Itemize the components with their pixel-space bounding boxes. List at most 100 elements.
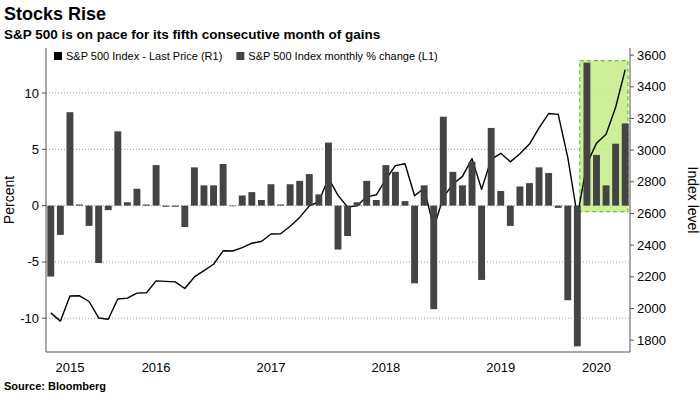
bar <box>306 174 313 206</box>
bar <box>325 143 332 206</box>
y2-tick <box>630 181 634 182</box>
y2-tick-label: 3400 <box>637 79 666 94</box>
x-tick-label: 2020 <box>582 360 611 375</box>
grid-line <box>46 318 630 319</box>
y2-tick-label: 3600 <box>637 48 666 63</box>
bar <box>335 206 342 250</box>
bar <box>421 185 428 205</box>
y2-tick-label: 3000 <box>637 143 666 158</box>
bar <box>526 183 533 206</box>
bar <box>363 181 370 206</box>
y-tick <box>42 149 46 150</box>
bar <box>440 117 447 206</box>
chart: Stocks Rise S&P 500 is on pace for its fi… <box>0 0 700 394</box>
bar <box>105 206 112 211</box>
y2-tick <box>630 55 634 56</box>
legend-label: S&P 500 Index monthly % change (L1) <box>248 50 437 62</box>
y2-tick <box>630 118 634 119</box>
x-tick-label: 2015 <box>55 360 84 375</box>
bar <box>488 128 495 206</box>
bar <box>114 131 121 205</box>
legend-swatch <box>236 52 244 60</box>
bar <box>134 189 141 206</box>
y2-axis-title: Index level <box>685 167 700 234</box>
y-axis <box>46 48 47 352</box>
bar <box>593 155 600 206</box>
bar <box>268 184 275 205</box>
y2-axis <box>630 48 631 352</box>
grid-line <box>46 261 630 262</box>
y-tick-label: 0 <box>32 198 39 213</box>
y-axis-title: Percent <box>1 176 17 224</box>
y2-tick <box>630 245 634 246</box>
subtitle: S&P 500 is on pace for its fifth consecu… <box>4 27 380 42</box>
bar <box>574 206 581 347</box>
bar <box>248 192 255 206</box>
y2-tick <box>630 150 634 151</box>
bar <box>124 202 131 205</box>
bar <box>296 181 303 206</box>
bar <box>411 206 418 284</box>
line <box>51 70 625 321</box>
bar <box>459 185 466 205</box>
y-tick-label: 5 <box>32 142 39 157</box>
y2-tick-label: 2800 <box>637 174 666 189</box>
bar <box>622 123 629 205</box>
bar <box>66 112 73 205</box>
source: Source: Bloomberg <box>4 380 106 392</box>
bar <box>344 206 351 236</box>
bar <box>392 172 399 206</box>
bar <box>86 206 93 226</box>
y2-tick <box>630 308 634 309</box>
bar <box>373 200 380 206</box>
plot-marks <box>47 63 628 347</box>
bar <box>469 162 476 206</box>
y2-tick-label: 3200 <box>637 111 666 126</box>
legend-label: S&P 500 Index - Last Price (R1) <box>66 50 222 62</box>
title: Stocks Rise <box>4 4 106 24</box>
bar <box>287 184 294 205</box>
y-tick <box>42 205 46 206</box>
bar <box>449 172 456 206</box>
y2-tick-label: 1800 <box>637 333 666 348</box>
y-tick-label: 10 <box>25 86 39 101</box>
bar <box>191 167 198 205</box>
bar <box>402 201 409 206</box>
bar <box>239 195 246 205</box>
bar <box>220 164 227 206</box>
y-tick <box>42 318 46 319</box>
y-tick <box>42 93 46 94</box>
bar <box>583 63 590 206</box>
bar <box>210 185 217 205</box>
bar <box>612 144 619 206</box>
x-axis <box>46 352 630 353</box>
y-tick <box>42 261 46 262</box>
bar <box>258 200 265 206</box>
bar <box>315 194 322 205</box>
bar <box>95 206 102 263</box>
bar <box>507 206 514 226</box>
legend-swatch <box>54 52 62 60</box>
bar <box>478 206 485 280</box>
y2-tick <box>630 86 634 87</box>
bar <box>162 206 169 207</box>
bar <box>430 206 437 310</box>
bar <box>201 185 208 205</box>
grid-line <box>46 93 630 94</box>
bar <box>277 205 284 206</box>
grid-line <box>46 149 630 150</box>
y2-tick <box>630 213 634 214</box>
bar <box>143 205 150 206</box>
y2-tick <box>630 276 634 277</box>
bar <box>172 206 179 207</box>
bar <box>57 206 64 235</box>
bar <box>354 202 361 205</box>
bar <box>153 165 160 206</box>
x-tick-label: 2016 <box>142 360 171 375</box>
bar <box>603 185 610 205</box>
bar <box>76 205 83 206</box>
y2-tick-label: 2600 <box>637 206 666 221</box>
y2-tick-label: 2000 <box>637 301 666 316</box>
y2-tick-label: 2200 <box>637 269 666 284</box>
bar <box>382 165 389 206</box>
